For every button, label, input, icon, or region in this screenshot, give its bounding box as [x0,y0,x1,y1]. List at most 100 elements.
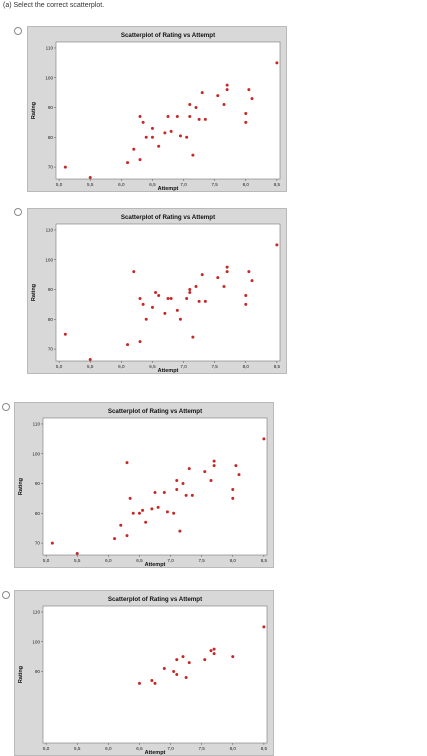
y-tick-label: 110 [33,422,41,427]
y-axis-label: Rating [18,666,24,683]
x-tick-label: 5,5 [74,558,81,563]
data-point [138,296,142,300]
data-point [137,511,141,515]
y-tick-label: 70 [48,347,54,352]
y-tick-label: 80 [35,511,41,516]
data-point [169,296,173,300]
data-point [194,106,198,110]
data-point [247,88,251,92]
option-2-scatterplot: Scatterplot of Rating vs Attempt Attempt R… [27,208,287,374]
data-point [138,158,142,162]
data-point [138,114,142,118]
y-tick-label: 70 [35,541,41,546]
data-point [225,83,229,87]
data-point [172,670,176,674]
data-point [153,681,157,685]
data-point [141,302,145,306]
option-1-radio[interactable] [14,27,22,35]
data-point [163,311,167,315]
data-point [132,270,136,274]
y-tick-label: 100 [32,639,40,644]
data-point [188,103,192,107]
x-tick-label: 6,0 [118,182,125,187]
chart-title: Scatterplot of Rating vs Attempt [121,32,215,39]
plot-area [42,605,268,744]
data-point [212,464,216,468]
y-tick-label: 80 [48,135,54,140]
x-tick-label: 5,0 [43,746,50,751]
y-tick-label: 90 [35,669,41,674]
x-tick-label: 7,0 [180,364,187,369]
option-1-scatterplot: Scatterplot of Rating vs Attempt Attempt R… [27,26,287,192]
data-point [150,135,154,139]
x-tick-label: 5,0 [43,558,50,563]
data-point [191,153,195,157]
plot-area [55,223,281,362]
data-point [88,358,92,362]
data-point [132,147,136,151]
x-tick-label: 8,0 [230,558,237,563]
data-point [88,176,92,180]
data-point [244,120,248,124]
x-tick-label: 6,5 [136,558,143,563]
option-2-radio[interactable] [14,208,22,216]
data-point [175,479,179,483]
data-point [275,243,279,247]
data-point [184,675,188,679]
x-tick-label: 7,5 [211,364,218,369]
data-point [141,508,145,512]
data-point [144,317,148,321]
question-text: (a) Select the correct scatterplot. [3,2,105,9]
scatterplot-chart: Scatterplot of Rating vs Attempt Attempt R… [18,408,268,567]
data-point [203,470,207,474]
data-point [216,94,220,98]
data-point [150,507,154,511]
data-point [128,496,132,500]
data-point [203,658,207,662]
x-tick-label: 6,5 [136,746,143,751]
x-tick-label: 6,5 [149,182,156,187]
data-point [222,103,226,107]
x-tick-label: 7,5 [198,558,205,563]
data-point [187,661,191,665]
option-3-scatterplot: Scatterplot of Rating vs Attempt Attempt R… [14,402,274,568]
plot-area [55,41,281,180]
data-point [203,299,207,303]
data-point [175,487,179,491]
data-point [194,285,198,289]
x-axis-label: Attempt [158,186,179,191]
x-tick-label: 5,5 [87,364,94,369]
data-point [50,541,54,545]
y-tick-label: 90 [48,105,54,110]
data-point [212,459,216,463]
data-point [162,490,166,494]
data-point [231,496,235,500]
data-point [250,279,254,283]
y-tick-label: 100 [32,451,40,456]
option-3-radio[interactable] [2,403,10,411]
data-point [185,135,189,139]
data-point [244,111,248,115]
data-point [225,265,229,269]
data-point [175,658,179,662]
scatterplot-chart: Scatterplot of Rating vs Attempt Attempt R… [31,214,281,373]
data-point [153,490,157,494]
data-point [63,332,67,336]
y-tick-label: 100 [45,75,53,80]
data-point [234,464,238,468]
x-tick-label: 6,0 [105,746,112,751]
y-tick-label: 70 [48,165,54,170]
data-point [144,135,148,139]
option-4-radio[interactable] [2,591,10,599]
data-point [172,511,176,515]
data-point [262,625,266,629]
x-tick-label: 8,0 [243,364,250,369]
x-axis-label: Attempt [158,368,179,373]
data-point [125,461,129,465]
data-point [175,114,179,118]
data-point [63,165,67,169]
data-point [119,523,123,527]
data-point [156,505,160,509]
data-point [244,302,248,306]
data-point [157,293,161,297]
